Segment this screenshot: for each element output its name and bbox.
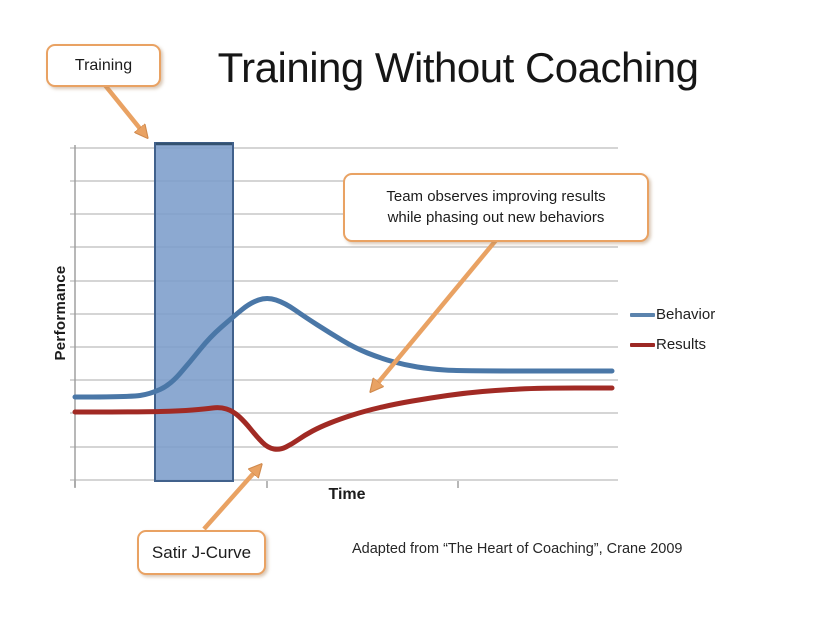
behavior-legend-label: Behavior <box>656 306 716 323</box>
team-arrow <box>372 237 499 390</box>
legend-item-results: Results <box>630 336 715 353</box>
results-legend-label: Results <box>656 336 707 353</box>
legend-item-behavior: Behavior <box>630 306 715 323</box>
chart-legend: Behavior Results <box>630 306 715 366</box>
axes-lines <box>74 145 459 488</box>
behavior-legend-swatch <box>630 312 655 317</box>
page-title: Training Without Coaching <box>217 44 699 91</box>
satir-callout-label: Satir J-Curve <box>151 542 252 562</box>
team-callout-line1: Team observes improving results <box>386 187 606 205</box>
training-callout: Training <box>46 44 161 87</box>
behavior-line <box>72 296 615 400</box>
x-axis-title: Time <box>328 486 366 503</box>
results-line <box>72 385 615 452</box>
training-callout-label: Training <box>74 56 133 74</box>
callout-arrows <box>102 82 499 531</box>
source-attribution: Adapted from “The Heart of Coaching”, Cr… <box>352 541 683 557</box>
satir-arrow <box>202 466 260 531</box>
y-axis-title: Performance <box>52 265 69 361</box>
training-arrow <box>102 82 146 136</box>
training-period-region <box>154 142 234 482</box>
results-legend-swatch <box>630 342 655 347</box>
satir-jcurve-callout: Satir J-Curve <box>137 530 266 575</box>
team-observes-callout: Team observes improving results while ph… <box>343 173 649 242</box>
team-callout-line2: while phasing out new behaviors <box>387 208 605 226</box>
